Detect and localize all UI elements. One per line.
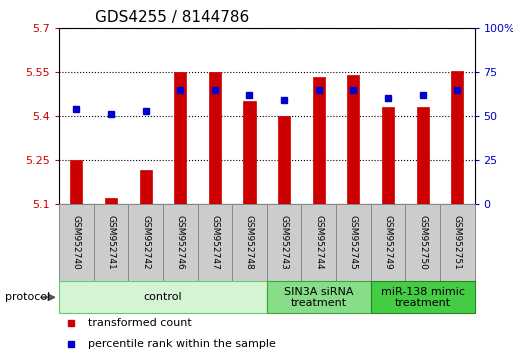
Bar: [451, 71, 463, 204]
FancyBboxPatch shape: [370, 204, 405, 281]
FancyBboxPatch shape: [267, 204, 301, 281]
Text: GSM952742: GSM952742: [141, 215, 150, 270]
Text: percentile rank within the sample: percentile rank within the sample: [88, 339, 276, 349]
FancyBboxPatch shape: [370, 281, 475, 313]
Text: transformed count: transformed count: [88, 319, 192, 329]
Text: miR-138 mimic
treatment: miR-138 mimic treatment: [381, 286, 465, 308]
FancyBboxPatch shape: [267, 281, 370, 313]
Bar: [70, 160, 83, 204]
Text: GSM952743: GSM952743: [280, 215, 289, 270]
Text: GDS4255 / 8144786: GDS4255 / 8144786: [95, 10, 249, 25]
Text: GSM952749: GSM952749: [383, 215, 392, 270]
Text: GSM952751: GSM952751: [452, 215, 462, 270]
Text: GSM952745: GSM952745: [349, 215, 358, 270]
FancyBboxPatch shape: [163, 204, 198, 281]
Text: GSM952740: GSM952740: [72, 215, 81, 270]
FancyBboxPatch shape: [198, 204, 232, 281]
FancyBboxPatch shape: [440, 204, 475, 281]
Bar: [105, 198, 117, 204]
Text: GSM952748: GSM952748: [245, 215, 254, 270]
Text: GSM952746: GSM952746: [175, 215, 185, 270]
Text: GSM952747: GSM952747: [210, 215, 220, 270]
Bar: [312, 76, 325, 204]
FancyBboxPatch shape: [93, 204, 128, 281]
Text: GSM952750: GSM952750: [418, 215, 427, 270]
Bar: [347, 75, 360, 204]
Bar: [417, 107, 429, 204]
FancyBboxPatch shape: [232, 204, 267, 281]
Text: control: control: [144, 292, 182, 302]
Bar: [278, 116, 290, 204]
FancyBboxPatch shape: [405, 204, 440, 281]
Bar: [174, 72, 186, 204]
Text: GSM952744: GSM952744: [314, 215, 323, 270]
Bar: [243, 101, 255, 204]
FancyBboxPatch shape: [59, 204, 93, 281]
FancyBboxPatch shape: [336, 204, 370, 281]
Bar: [140, 170, 152, 204]
FancyBboxPatch shape: [301, 204, 336, 281]
Text: SIN3A siRNA
treatment: SIN3A siRNA treatment: [284, 286, 353, 308]
Text: protocol: protocol: [5, 292, 50, 302]
Bar: [209, 72, 221, 204]
Bar: [382, 107, 394, 204]
FancyBboxPatch shape: [59, 281, 267, 313]
Text: GSM952741: GSM952741: [106, 215, 115, 270]
FancyBboxPatch shape: [128, 204, 163, 281]
